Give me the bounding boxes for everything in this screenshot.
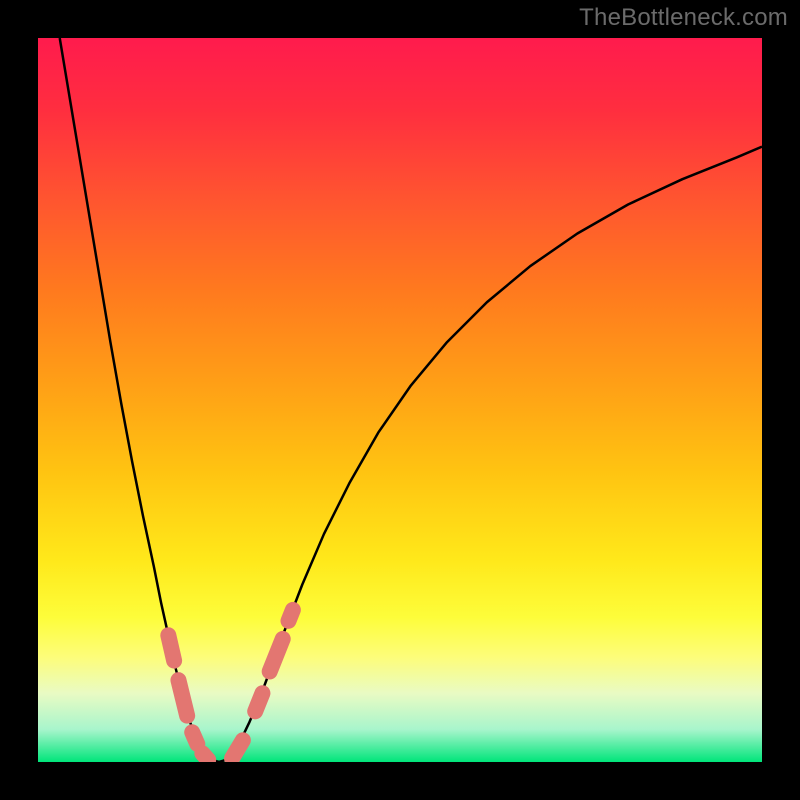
- chart-svg: [38, 38, 762, 762]
- marker-left-1: [178, 680, 187, 715]
- marker-right-1: [255, 693, 262, 711]
- marker-left-2: [192, 732, 197, 744]
- marker-right-3: [289, 610, 293, 621]
- watermark-text: TheBottleneck.com: [579, 4, 788, 32]
- chart-container: { "watermark": "TheBottleneck.com", "cha…: [0, 0, 800, 800]
- marker-left-0: [168, 635, 174, 660]
- plot-area: [38, 38, 762, 762]
- marker-right-0: [232, 740, 243, 758]
- marker-left-3: [202, 753, 208, 760]
